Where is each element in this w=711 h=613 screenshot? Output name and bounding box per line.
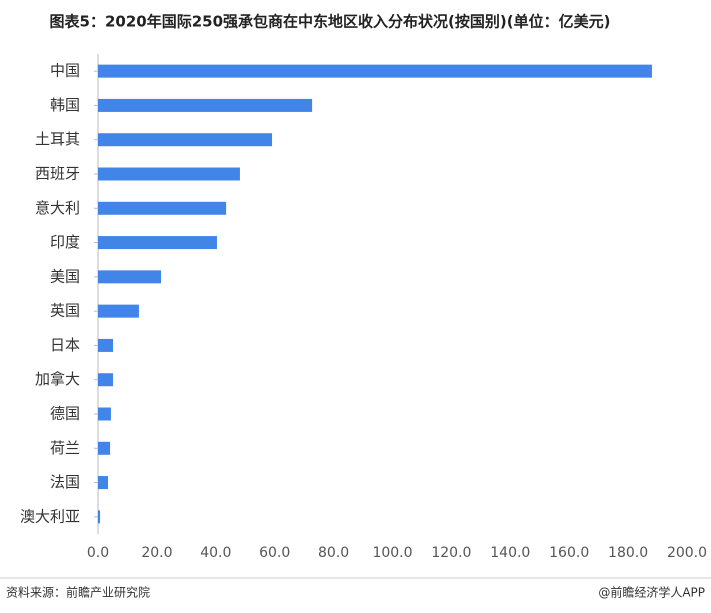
y-tick-label: 印度 xyxy=(50,233,80,251)
y-tick-label: 法国 xyxy=(50,473,80,491)
x-tick-label: 100.0 xyxy=(372,545,412,561)
x-tick-label: 140.0 xyxy=(490,545,530,561)
x-tick-label: 200.0 xyxy=(667,545,707,561)
bar xyxy=(98,167,240,181)
bar xyxy=(98,338,114,352)
x-tick-label: 60.0 xyxy=(259,545,290,561)
bar xyxy=(98,201,227,215)
chart-title: 图表5：2020年国际250强承包商在中东地区收入分布状况(按国别)(单位：亿美… xyxy=(50,13,611,31)
x-tick-label: 0.0 xyxy=(87,545,109,561)
y-tick-label: 德国 xyxy=(50,405,80,423)
y-tick-label: 荷兰 xyxy=(50,439,80,457)
bar xyxy=(98,98,313,112)
y-tick-label: 意大利 xyxy=(35,199,80,217)
credit: @前瞻经济学人APP xyxy=(598,585,705,600)
y-tick-label: 美国 xyxy=(50,267,80,285)
bar xyxy=(98,133,273,147)
y-tick-label: 韩国 xyxy=(50,96,80,114)
bar xyxy=(98,373,114,387)
y-tick-label: 中国 xyxy=(50,62,80,80)
x-tick-label: 40.0 xyxy=(200,545,231,561)
y-tick-label: 日本 xyxy=(50,336,80,354)
source: 资料来源：前瞻产业研究院 xyxy=(6,585,150,600)
y-tick-label: 加拿大 xyxy=(35,370,80,388)
y-tick-label: 西班牙 xyxy=(35,165,80,183)
bar xyxy=(98,407,111,421)
bar xyxy=(98,270,162,284)
y-tick-label: 英国 xyxy=(50,302,80,320)
x-tick-label: 20.0 xyxy=(141,545,172,561)
x-tick-label: 180.0 xyxy=(608,545,648,561)
bar xyxy=(98,441,111,455)
x-tick-label: 80.0 xyxy=(318,545,349,561)
bar xyxy=(98,64,652,78)
x-tick-label: 160.0 xyxy=(549,545,589,561)
y-tick-label: 土耳其 xyxy=(35,130,80,148)
bar xyxy=(98,236,217,250)
bar xyxy=(98,510,101,524)
y-tick-label: 澳大利亚 xyxy=(20,507,80,525)
x-tick-label: 120.0 xyxy=(431,545,471,561)
bar xyxy=(98,476,109,490)
bar xyxy=(98,304,139,318)
